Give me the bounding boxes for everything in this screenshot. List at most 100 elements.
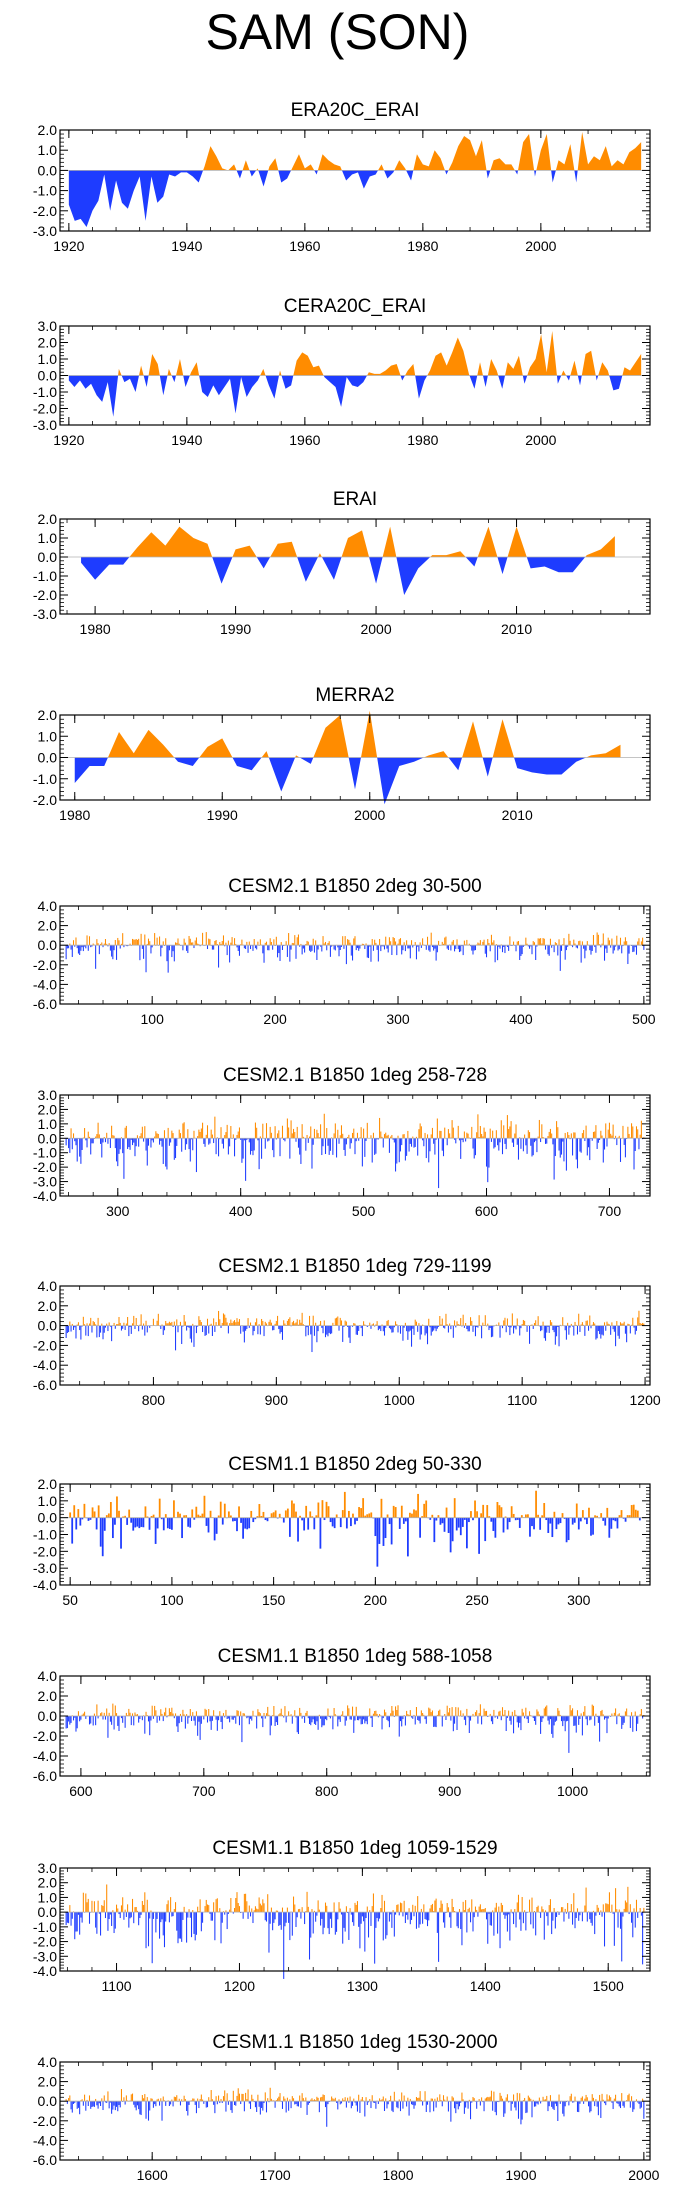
data-bar bbox=[532, 1138, 534, 1156]
data-bar bbox=[564, 1132, 566, 1139]
data-bar bbox=[573, 1325, 575, 1336]
data-bar bbox=[176, 1912, 178, 1931]
data-bar bbox=[241, 1716, 243, 1743]
data-bar bbox=[388, 1325, 390, 1329]
data-bar bbox=[388, 937, 390, 946]
data-bar bbox=[607, 2099, 609, 2102]
data-bar bbox=[433, 1911, 435, 1913]
data-bar bbox=[189, 1709, 191, 1716]
data-bar bbox=[331, 1912, 333, 1928]
data-bar bbox=[135, 1714, 137, 1716]
data-bar bbox=[65, 2099, 67, 2102]
data-bar bbox=[187, 1325, 189, 1327]
data-bar bbox=[80, 1912, 82, 1918]
data-bar bbox=[113, 1912, 115, 1934]
data-bar bbox=[512, 1513, 515, 1518]
data-bar bbox=[313, 1716, 315, 1724]
data-bar bbox=[194, 940, 196, 946]
data-bar bbox=[170, 1897, 172, 1913]
data-bar bbox=[114, 940, 116, 946]
data-bar bbox=[522, 1138, 524, 1152]
data-bar bbox=[572, 1325, 574, 1327]
data-bar bbox=[438, 1325, 440, 1327]
data-bar bbox=[361, 1138, 363, 1167]
data-bar bbox=[156, 1133, 158, 1139]
data-bar bbox=[392, 2101, 394, 2113]
data-bar bbox=[412, 1716, 414, 1719]
data-bar bbox=[417, 2097, 419, 2102]
data-bar bbox=[321, 1500, 324, 1518]
data-bar bbox=[195, 1506, 198, 1518]
data-bar bbox=[487, 939, 489, 946]
data-bar bbox=[431, 2098, 433, 2102]
data-bar bbox=[361, 1912, 363, 1917]
data-bar bbox=[311, 1138, 313, 1169]
data-bar bbox=[527, 1514, 529, 1518]
data-bar bbox=[296, 1126, 298, 1139]
data-bar bbox=[70, 1912, 72, 1926]
data-bar bbox=[316, 2096, 318, 2102]
data-bar bbox=[263, 1325, 265, 1337]
data-bar bbox=[385, 2098, 387, 2102]
data-bar bbox=[635, 1325, 638, 1331]
data-bar bbox=[639, 1323, 641, 1326]
x-tick-label: 500 bbox=[632, 1011, 656, 1027]
data-bar bbox=[317, 1133, 319, 1139]
data-bar bbox=[236, 1134, 238, 1139]
data-bar bbox=[288, 1127, 290, 1139]
data-bar bbox=[141, 945, 143, 949]
data-bar bbox=[150, 1716, 152, 1721]
data-bar bbox=[382, 1517, 385, 1546]
data-bar bbox=[313, 1910, 315, 1913]
data-bar bbox=[425, 945, 427, 950]
data-bar bbox=[102, 1325, 104, 1340]
data-bar bbox=[585, 1320, 587, 1326]
data-bar bbox=[455, 945, 457, 949]
data-bar bbox=[450, 2101, 452, 2122]
data-bar bbox=[334, 1123, 336, 1139]
data-bar bbox=[403, 1134, 405, 1139]
data-bar bbox=[358, 1716, 360, 1721]
data-bar bbox=[197, 1514, 200, 1518]
data-bar bbox=[112, 1135, 114, 1139]
data-bar bbox=[236, 2095, 238, 2102]
data-bar bbox=[129, 1325, 131, 1327]
data-bar bbox=[600, 1910, 602, 1913]
data-bar bbox=[77, 1509, 80, 1518]
data-bar bbox=[635, 1716, 638, 1732]
data-bar bbox=[323, 1716, 325, 1726]
data-bar bbox=[302, 1324, 304, 1326]
data-bar bbox=[359, 1137, 361, 1139]
data-bar bbox=[508, 1912, 510, 1915]
data-bar bbox=[95, 1517, 98, 1530]
data-bar bbox=[205, 1517, 208, 1526]
data-bar bbox=[543, 938, 545, 946]
data-bar bbox=[127, 945, 129, 947]
data-bar bbox=[374, 1138, 376, 1155]
data-bar bbox=[305, 1911, 307, 1913]
data-bar bbox=[290, 1120, 292, 1139]
data-bar bbox=[364, 945, 366, 950]
data-bar bbox=[488, 942, 490, 946]
data-bar bbox=[85, 1325, 87, 1336]
y-tick-label: -4.0 bbox=[33, 976, 57, 992]
data-bar bbox=[249, 2101, 252, 2109]
data-bar bbox=[317, 1502, 320, 1518]
data-bar bbox=[275, 1138, 277, 1140]
data-bar bbox=[640, 1709, 642, 1716]
data-bar bbox=[87, 1898, 89, 1913]
series-negative-area bbox=[81, 557, 615, 595]
data-bar bbox=[248, 1138, 250, 1143]
data-bar bbox=[419, 1517, 421, 1538]
data-bar bbox=[310, 1126, 312, 1139]
data-bar bbox=[300, 1138, 302, 1164]
data-bar bbox=[608, 1122, 610, 1139]
data-bar bbox=[374, 2101, 376, 2103]
chart-panel-6: CESM2.1 B1850 1deg 258-7283.02.01.00.0-1… bbox=[33, 1065, 651, 1219]
data-bar bbox=[123, 1322, 125, 1326]
data-bar bbox=[83, 1503, 86, 1518]
chart-title: CESM2.1 B1850 1deg 258-728 bbox=[223, 1065, 487, 1086]
data-bar bbox=[468, 943, 470, 946]
data-bar bbox=[172, 1133, 174, 1139]
data-bar bbox=[262, 945, 264, 954]
